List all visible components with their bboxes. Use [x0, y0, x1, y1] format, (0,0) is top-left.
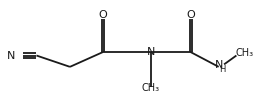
Text: H: H [219, 65, 226, 74]
Text: O: O [186, 10, 195, 20]
Text: N: N [147, 47, 155, 57]
Text: N: N [214, 60, 223, 70]
Text: N: N [6, 51, 15, 60]
Text: CH₃: CH₃ [235, 48, 253, 58]
Text: O: O [99, 10, 107, 20]
Text: CH₃: CH₃ [142, 83, 160, 93]
